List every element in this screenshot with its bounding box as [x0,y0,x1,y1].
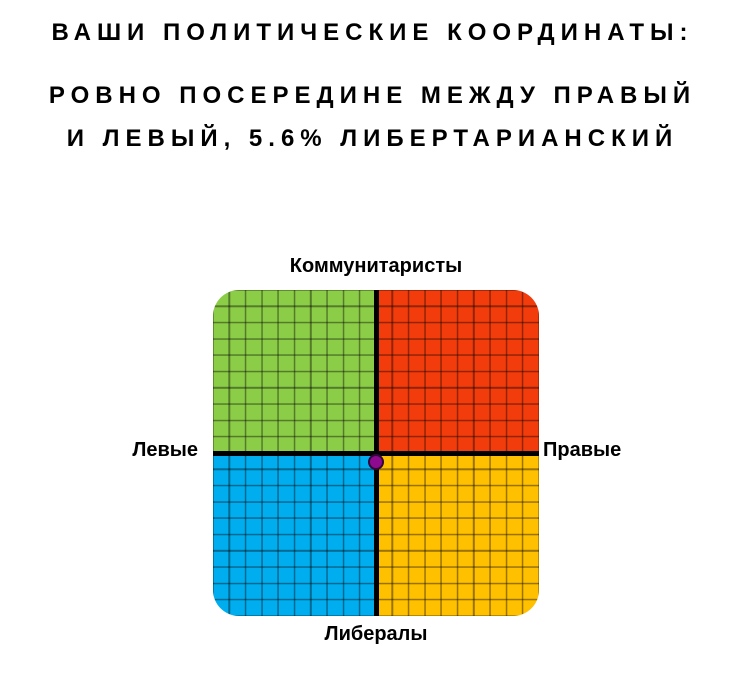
quadrant-bottom-left-liberal-left [213,453,376,616]
quadrant-top-right-communitarian-right [376,290,539,453]
result-subtitle: РОВНО ПОСЕРЕДИНЕ МЕЖДУ ПРАВЫЙ И ЛЕВЫЙ, 5… [0,74,745,160]
result-marker [367,453,384,470]
axis-label-right: Правые [543,439,622,461]
result-subtitle-line2: И ЛЕВЫЙ, 5.6% ЛИБЕРТАРИАНСКИЙ [66,125,679,152]
y-axis-line [373,290,379,616]
quadrant-bottom-right-liberal-right [376,453,539,616]
political-compass-chart [213,290,539,616]
axis-label-communitarians: Коммунитаристы [289,255,463,277]
page-title: ВАШИ ПОЛИТИЧЕСКИЕ КООРДИНАТЫ: [51,19,694,46]
axis-label-liberals: Либералы [324,623,428,645]
quadrant-top-left-communitarian-left [213,290,376,453]
result-subtitle-line1: РОВНО ПОСЕРЕДИНЕ МЕЖДУ ПРАВЫЙ [48,82,697,109]
axis-label-left: Левые [132,439,198,461]
